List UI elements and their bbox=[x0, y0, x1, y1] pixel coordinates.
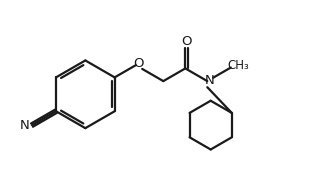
Text: CH₃: CH₃ bbox=[227, 59, 249, 72]
Text: O: O bbox=[133, 57, 144, 70]
Text: N: N bbox=[20, 119, 29, 132]
Text: O: O bbox=[182, 35, 192, 48]
Text: N: N bbox=[205, 74, 214, 87]
